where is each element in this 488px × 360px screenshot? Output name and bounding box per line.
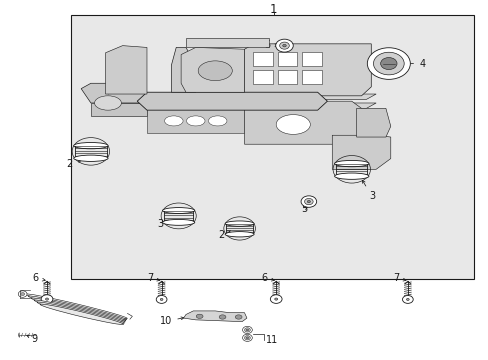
Ellipse shape [28, 296, 126, 320]
Text: 4: 4 [403, 59, 425, 68]
Text: 10: 10 [160, 316, 183, 326]
Text: 3: 3 [362, 180, 374, 201]
Ellipse shape [37, 302, 124, 323]
Ellipse shape [244, 328, 250, 332]
Ellipse shape [34, 300, 125, 322]
Ellipse shape [276, 114, 310, 134]
Ellipse shape [279, 42, 289, 49]
Text: 6: 6 [33, 273, 45, 283]
Bar [302, 53, 321, 66]
Polygon shape [108, 72, 144, 94]
Ellipse shape [74, 155, 108, 161]
Ellipse shape [301, 196, 316, 207]
Ellipse shape [406, 298, 408, 301]
Text: 8: 8 [81, 309, 90, 319]
Bar [302, 70, 321, 84]
Ellipse shape [31, 298, 125, 321]
Text: 2: 2 [218, 230, 230, 239]
Ellipse shape [242, 326, 252, 333]
Ellipse shape [366, 48, 409, 79]
Ellipse shape [219, 315, 225, 319]
Polygon shape [181, 48, 244, 92]
Ellipse shape [224, 231, 254, 237]
Ellipse shape [198, 61, 232, 81]
Ellipse shape [380, 58, 396, 69]
Text: 9: 9 [27, 333, 37, 343]
Ellipse shape [274, 298, 277, 300]
Ellipse shape [242, 334, 252, 341]
Bar [277, 53, 297, 66]
Ellipse shape [244, 336, 250, 340]
Polygon shape [331, 135, 390, 169]
Ellipse shape [402, 296, 412, 303]
Ellipse shape [245, 329, 248, 331]
Ellipse shape [156, 296, 166, 303]
Polygon shape [91, 103, 147, 116]
Ellipse shape [306, 201, 310, 203]
Text: 5: 5 [264, 40, 277, 50]
Text: 7: 7 [392, 273, 405, 283]
Polygon shape [108, 103, 375, 108]
Polygon shape [137, 92, 327, 110]
Text: 3: 3 [157, 219, 168, 229]
Bar [253, 70, 272, 84]
Polygon shape [183, 311, 246, 322]
Text: 1: 1 [269, 3, 277, 15]
Ellipse shape [18, 291, 27, 297]
Ellipse shape [334, 173, 368, 179]
Ellipse shape [41, 295, 53, 303]
Text: 7: 7 [147, 273, 160, 283]
Text: 11: 11 [265, 335, 277, 345]
Polygon shape [244, 101, 361, 144]
Bar [253, 53, 272, 66]
Ellipse shape [160, 298, 163, 301]
Polygon shape [244, 44, 370, 96]
Ellipse shape [373, 52, 404, 75]
Polygon shape [185, 39, 268, 48]
Ellipse shape [25, 294, 127, 319]
Polygon shape [147, 108, 244, 134]
Ellipse shape [162, 208, 194, 213]
Ellipse shape [245, 337, 248, 339]
Text: 2: 2 [66, 159, 81, 169]
Polygon shape [105, 46, 147, 94]
Ellipse shape [186, 116, 204, 126]
Ellipse shape [282, 44, 285, 47]
Polygon shape [171, 48, 195, 92]
Polygon shape [356, 108, 390, 137]
Ellipse shape [334, 161, 368, 167]
Text: 6: 6 [261, 273, 274, 283]
Ellipse shape [164, 116, 183, 126]
Ellipse shape [74, 143, 108, 149]
Bar [277, 70, 297, 84]
Bar [71, 15, 473, 279]
Ellipse shape [275, 39, 293, 52]
Polygon shape [81, 83, 147, 103]
Ellipse shape [162, 219, 194, 225]
Ellipse shape [235, 315, 242, 319]
Ellipse shape [304, 198, 312, 205]
Ellipse shape [224, 221, 254, 226]
Ellipse shape [40, 304, 123, 324]
Text: 5: 5 [301, 204, 307, 214]
Ellipse shape [270, 295, 282, 303]
Polygon shape [108, 94, 375, 99]
Ellipse shape [196, 314, 203, 319]
Ellipse shape [45, 298, 48, 300]
Ellipse shape [20, 293, 24, 296]
Ellipse shape [208, 116, 226, 126]
Ellipse shape [94, 96, 121, 110]
